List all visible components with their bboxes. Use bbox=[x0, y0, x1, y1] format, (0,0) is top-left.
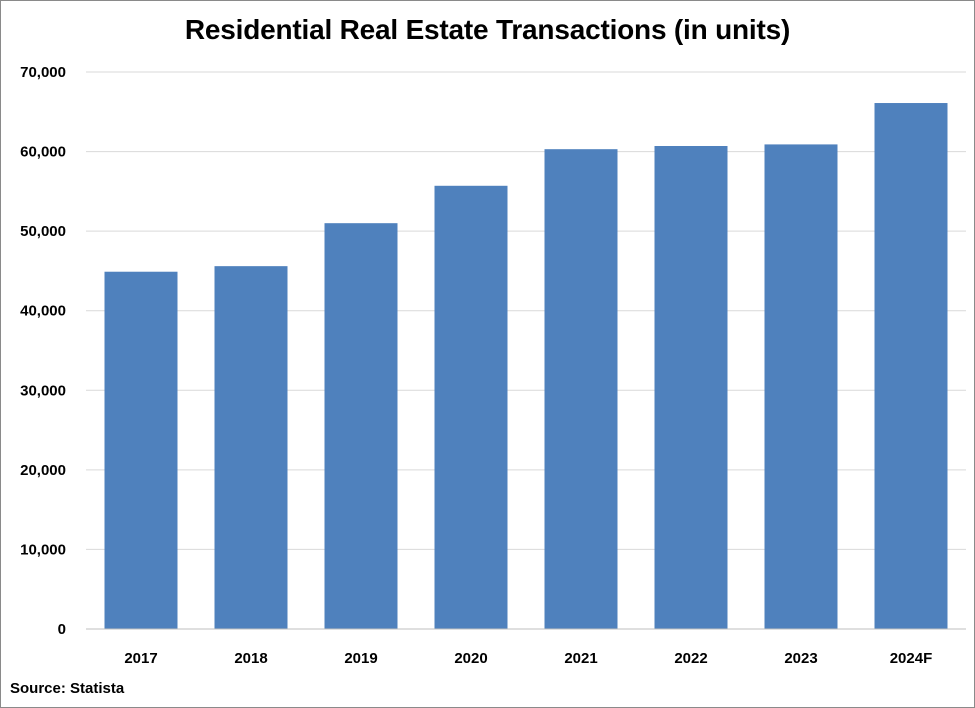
y-axis-tick-labels: 0 10,000 20,000 30,000 40,000 50,000 60,000 70,… bbox=[20, 64, 66, 638]
x-tick-label: 2017 bbox=[124, 650, 157, 667]
y-tick-label: 40,000 bbox=[20, 303, 66, 320]
x-tick-label: 2019 bbox=[344, 650, 377, 667]
chart-title: Residential Real Estate Transactions (in… bbox=[184, 14, 791, 45]
x-tick-label: 2023 bbox=[784, 650, 817, 667]
x-tick-label: 2024F bbox=[890, 650, 933, 667]
y-tick-label: 10,000 bbox=[20, 541, 66, 558]
y-tick-label: 70,000 bbox=[20, 64, 66, 81]
source-note: Source: Statista bbox=[10, 680, 125, 697]
x-tick-label: 2020 bbox=[454, 650, 487, 667]
y-tick-label: 60,000 bbox=[20, 144, 66, 161]
x-tick-label: 2021 bbox=[564, 650, 597, 667]
y-tick-label: 20,000 bbox=[20, 462, 66, 479]
bars bbox=[104, 103, 948, 630]
bar-2023 bbox=[764, 144, 838, 629]
y-tick-label: 30,000 bbox=[20, 382, 66, 399]
bar-2022 bbox=[654, 146, 728, 629]
y-tick-label: 0 bbox=[58, 621, 66, 638]
x-tick-label: 2022 bbox=[674, 650, 707, 667]
bar-2020 bbox=[434, 185, 508, 629]
bar-2017 bbox=[104, 271, 178, 629]
x-tick-label: 2018 bbox=[234, 650, 267, 667]
bar-2021 bbox=[544, 149, 618, 630]
bar-2019 bbox=[324, 223, 398, 629]
y-tick-label: 50,000 bbox=[20, 223, 66, 240]
x-axis-tick-labels: 2017 2018 2019 2020 2021 2022 2023 2024F bbox=[124, 650, 932, 667]
bar-2024F bbox=[874, 103, 948, 630]
bar-2018 bbox=[214, 266, 288, 629]
